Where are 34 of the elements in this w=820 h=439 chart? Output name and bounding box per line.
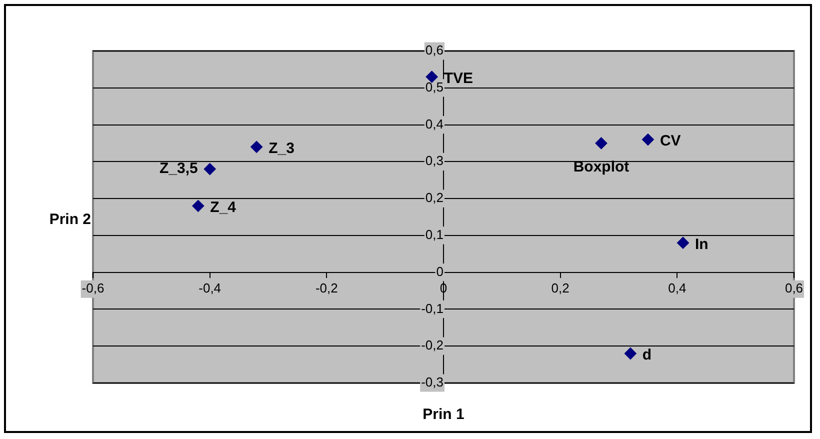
x-tick-label: -0,6 xyxy=(82,280,104,296)
annotation: In xyxy=(695,236,708,253)
x-tick-label: 0,6 xyxy=(784,280,804,296)
y-tick-label: 0,3 xyxy=(425,153,444,168)
x-tick-label: 0,2 xyxy=(551,280,570,296)
y-axis-title: Prin 2 xyxy=(49,211,91,228)
annotation: CV xyxy=(660,132,681,150)
x-tick-label: -0,2 xyxy=(315,280,338,296)
annotation: TVE xyxy=(444,70,474,87)
x-axis-title: Prin 1 xyxy=(422,406,464,424)
y-tick-label: -0,2 xyxy=(421,338,444,353)
y-tick-label: 0,1 xyxy=(425,227,444,242)
point xyxy=(192,200,204,212)
point xyxy=(677,236,690,249)
annotation: Z_3 xyxy=(268,140,294,158)
point xyxy=(642,134,654,146)
y-tick-label: 0,6 xyxy=(425,42,444,58)
annotation: Z_4 xyxy=(210,199,237,216)
y-tick-label: -0,3 xyxy=(421,374,444,390)
x-tick-label: 0,4 xyxy=(668,280,686,296)
annotation: Boxplot xyxy=(573,158,630,176)
y-tick-label: 0,5 xyxy=(425,79,444,94)
point xyxy=(595,137,608,150)
y-tick-label: 0,2 xyxy=(425,190,444,206)
y-tick-label: 0 xyxy=(436,264,444,279)
y-tick-label: -0,1 xyxy=(421,300,444,316)
point xyxy=(624,347,636,360)
y-tick-label: 0,4 xyxy=(425,116,444,132)
point xyxy=(250,140,263,153)
annotation: d xyxy=(642,346,652,364)
x-tick-label: -0,4 xyxy=(198,280,222,296)
point xyxy=(204,163,216,176)
point xyxy=(426,70,438,83)
annotation: Z_3,5 xyxy=(159,160,198,178)
